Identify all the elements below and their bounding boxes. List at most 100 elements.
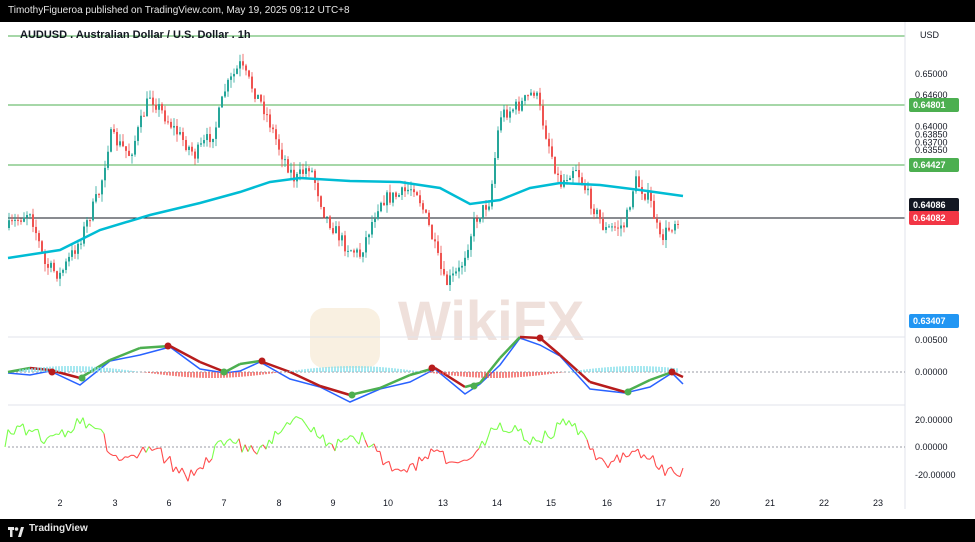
rsi-line-segment: [319, 434, 324, 439]
candle-body: [395, 192, 397, 197]
price-level-badge: [909, 314, 959, 328]
candle-body: [353, 250, 355, 253]
rsi-line-segment: [196, 467, 201, 471]
candle-body: [656, 218, 658, 223]
candle-body: [479, 217, 481, 222]
price-tick-label: 0.63700: [915, 137, 948, 147]
candle-body: [461, 265, 463, 268]
candle-body: [227, 79, 229, 92]
candle-body: [578, 170, 580, 178]
candle-body: [503, 109, 505, 118]
price-chart[interactable]: WikiFX 0.65000 0.64600 0.640000.638500.637…: [0, 22, 975, 519]
candle-body: [230, 76, 232, 80]
rsi-line-segment: [634, 448, 639, 452]
candle-body: [164, 110, 166, 122]
candle-body: [443, 268, 445, 275]
rsi-line-segment: [613, 454, 618, 462]
candle-body: [11, 220, 13, 222]
candle-body: [266, 114, 268, 116]
macd-line-segment: [239, 359, 261, 366]
rsi-line-segment: [187, 469, 192, 482]
rsi-line-segment: [445, 461, 450, 465]
rsi-line-segment: [40, 440, 45, 445]
candle-body: [464, 257, 466, 266]
candle-body: [149, 97, 151, 99]
candle-body: [161, 104, 163, 111]
macd-line-segment: [224, 362, 241, 374]
rsi-line-segment: [361, 431, 366, 441]
rsi-line-segment: [304, 423, 309, 429]
chart-title: AUDUSD . Australian Dollar / U.S. Dollar…: [20, 29, 251, 41]
candle-body: [98, 194, 100, 196]
rsi-line-segment: [298, 417, 303, 420]
rsi-line-segment: [184, 474, 189, 482]
candle-body: [602, 219, 604, 230]
rsi-line-segment: [208, 458, 213, 463]
candle-body: [191, 146, 193, 152]
rsi-line-segment: [217, 440, 222, 443]
rsi-line-segment: [511, 425, 516, 432]
rsi-line-segment: [601, 458, 606, 464]
rsi-line-segment: [7, 429, 12, 435]
rsi-line-segment: [289, 419, 294, 425]
candle-body: [218, 107, 220, 128]
rsi-line-segment: [238, 438, 243, 453]
rsi-line-segment: [469, 456, 474, 460]
rsi-line-segment: [517, 428, 522, 432]
rsi-line-segment: [148, 446, 153, 451]
rsi-line-segment: [340, 438, 345, 443]
rsi-line-segment: [355, 440, 360, 445]
candle-body: [674, 224, 676, 231]
candle-body: [173, 125, 175, 128]
macd-cross-dot: [48, 368, 56, 376]
rsi-line-segment: [598, 457, 603, 459]
rsi-line-segment: [580, 430, 585, 435]
watermark-emblem: [310, 308, 380, 368]
candle-body: [413, 189, 415, 193]
candle-body: [449, 275, 451, 285]
candle-body: [272, 127, 274, 130]
macd-line-segment: [649, 370, 673, 382]
time-tick-label: 16: [602, 498, 612, 508]
candle-body: [629, 207, 631, 210]
candle-body: [299, 169, 301, 174]
time-tick-label: 13: [438, 498, 448, 508]
candle-body: [20, 220, 22, 222]
macd-line-segment: [289, 370, 321, 388]
time-tick-label: 9: [330, 498, 335, 508]
candle-body: [311, 170, 313, 172]
rsi-line-segment: [604, 462, 609, 469]
candle-body: [518, 101, 520, 111]
time-tick-label: 10: [383, 498, 393, 508]
candle-body: [155, 104, 157, 110]
candle-body: [194, 151, 196, 159]
candle-body: [182, 132, 184, 140]
rsi-line-segment: [658, 464, 663, 470]
rsi-line-segment: [205, 457, 210, 463]
rsi-line-segment: [424, 456, 429, 460]
candle-body: [17, 219, 19, 221]
candle-body: [23, 217, 25, 222]
rsi-line-segment: [490, 427, 495, 430]
tradingview-logo[interactable]: TradingView: [8, 523, 88, 537]
candle-body: [95, 194, 97, 202]
rsi-line-segment: [364, 439, 369, 448]
rsi-line-segment: [526, 440, 531, 446]
candle-body: [35, 226, 37, 234]
candle-body: [584, 183, 586, 191]
rsi-line-segment: [616, 454, 621, 463]
candle-body: [590, 188, 592, 209]
candle-body: [509, 111, 511, 118]
rsi-line-segment: [91, 425, 96, 429]
candle-body: [653, 200, 655, 219]
rsi-line-segment: [16, 425, 21, 428]
rsi-line-segment: [103, 433, 108, 452]
rsi-line-segment: [220, 440, 225, 447]
rsi-line-segment: [370, 443, 375, 447]
rsi-line-segment: [484, 436, 489, 446]
rsi-tick-label: 0.00000: [915, 442, 948, 452]
macd-tick-label: 0.00500: [915, 335, 948, 345]
rsi-line-segment: [496, 422, 501, 430]
rsi-line-segment: [250, 445, 255, 452]
rsi-line-segment: [13, 425, 18, 435]
